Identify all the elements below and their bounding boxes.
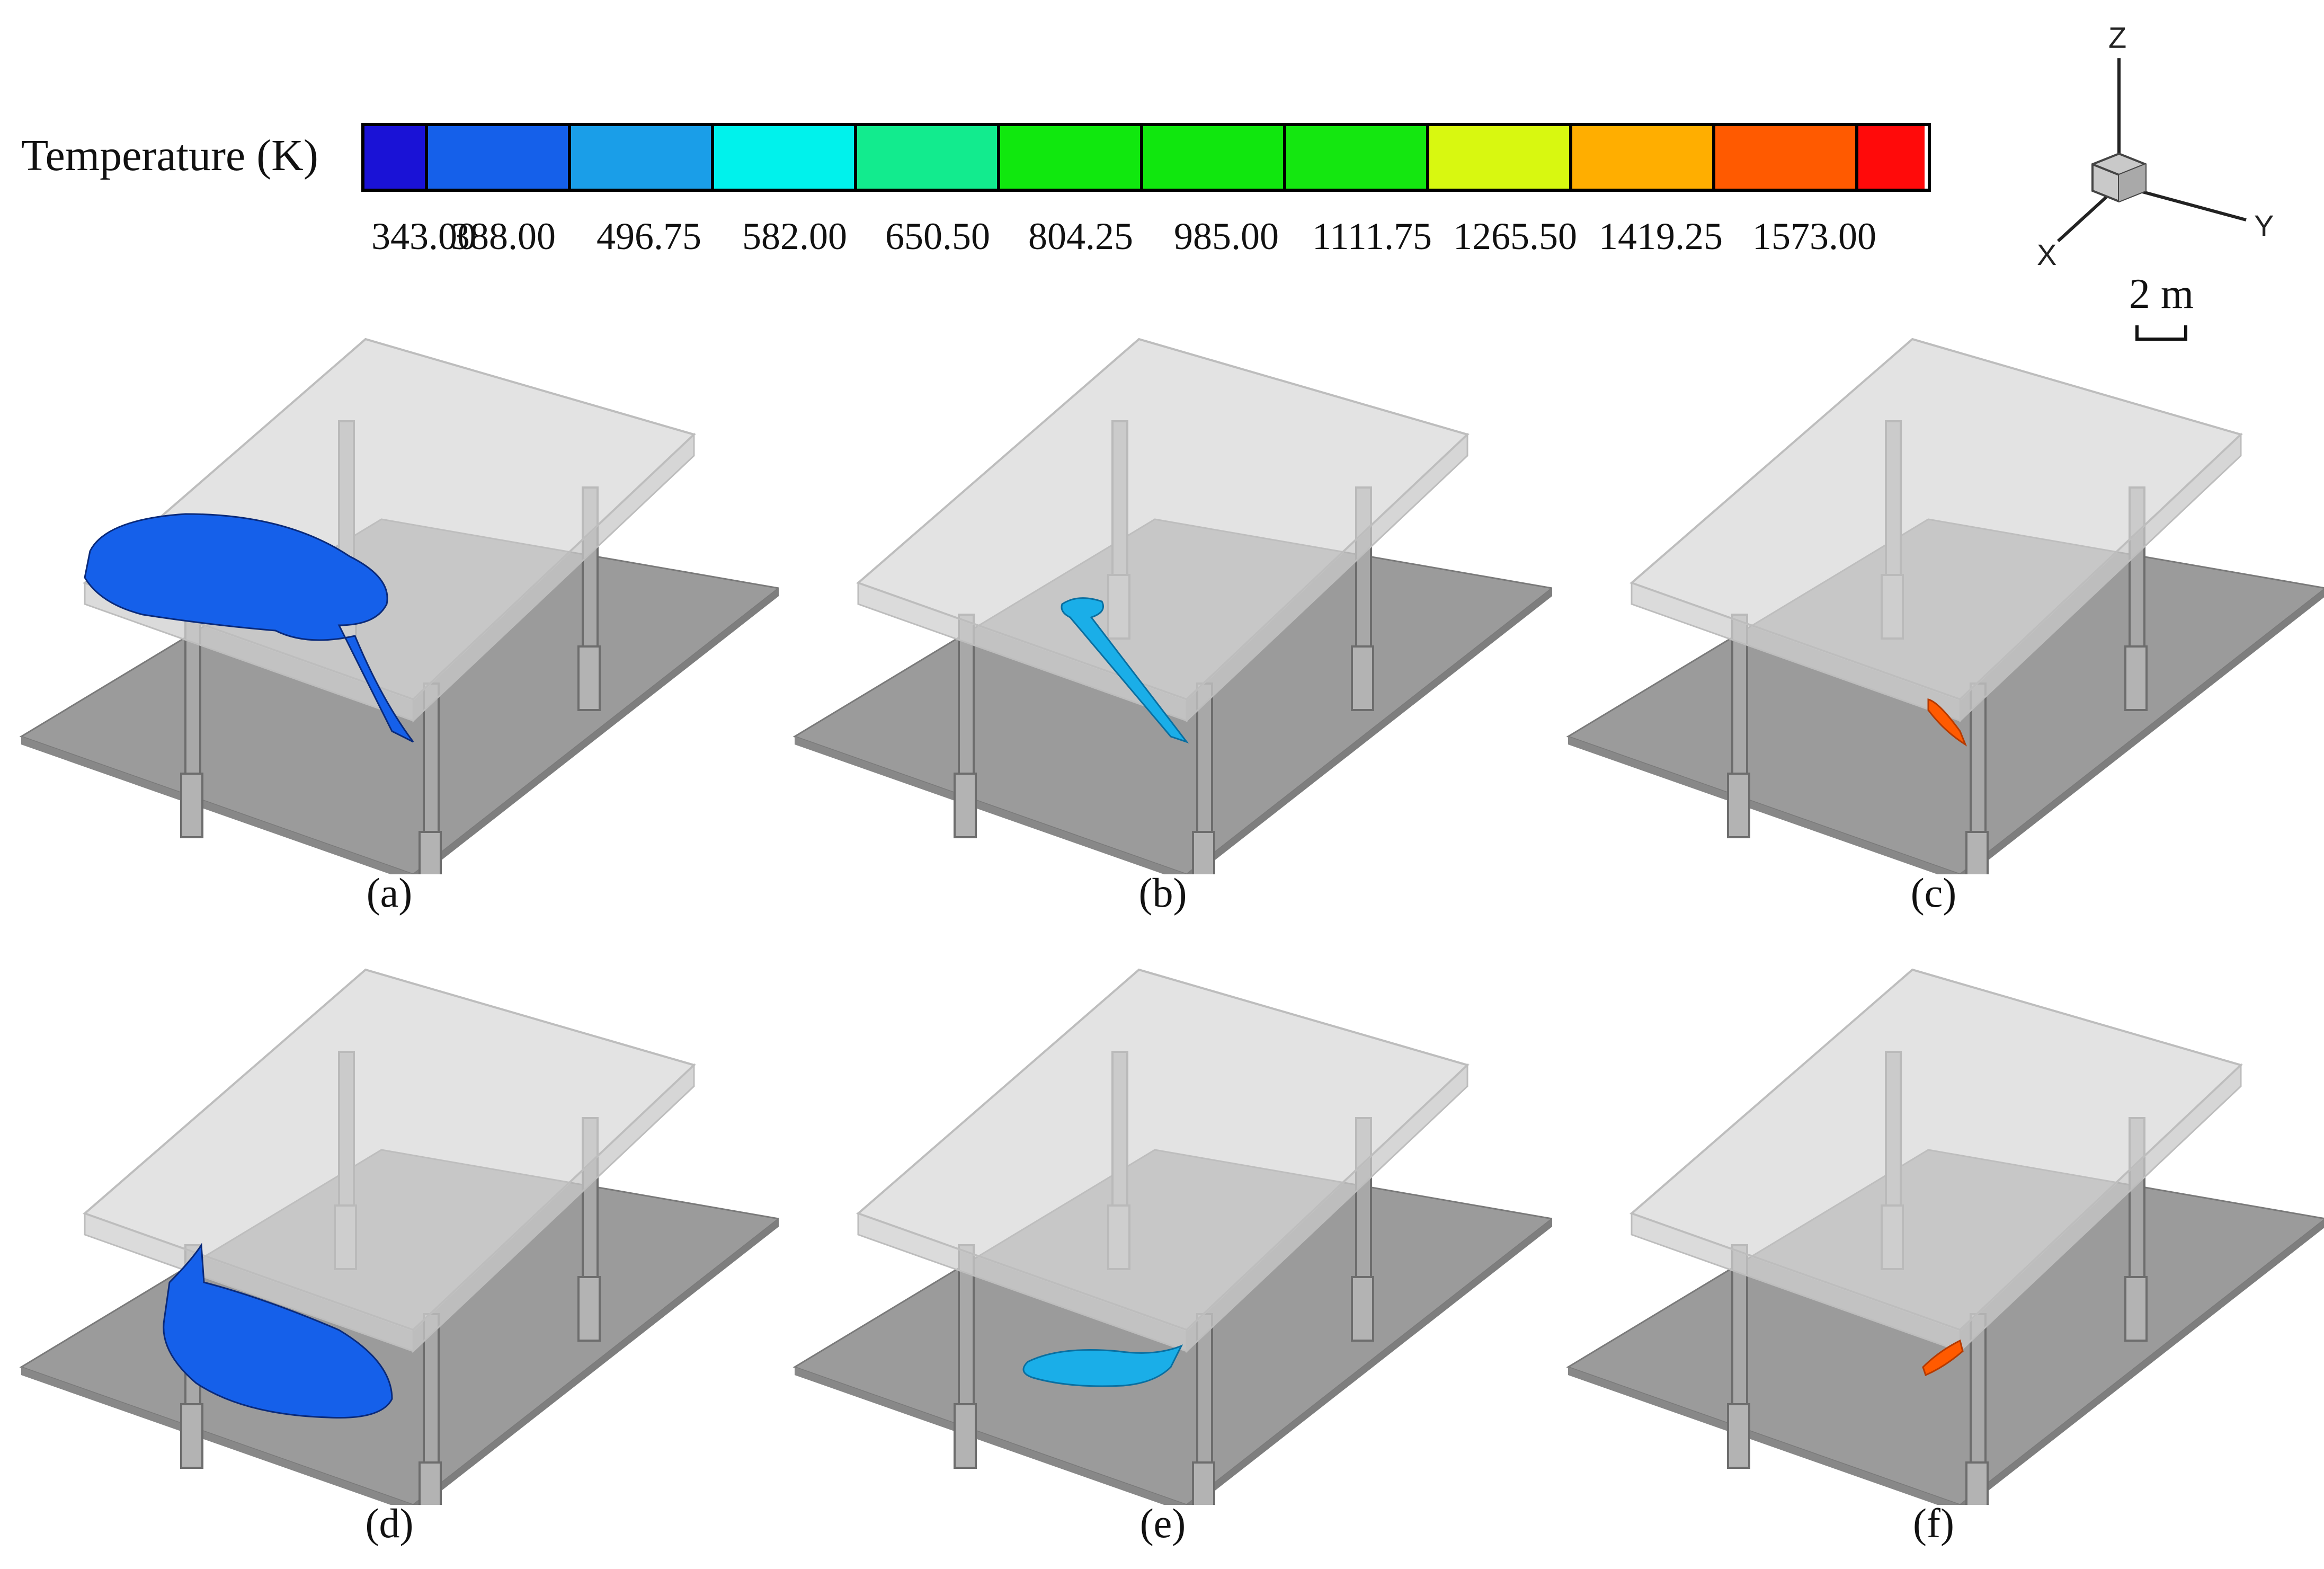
temperature-isosurface [163, 1243, 393, 1419]
scene-drawing [1566, 968, 2324, 1527]
floor-edge [795, 737, 1187, 882]
colorbar-tick-label: 1111.75 [1312, 215, 1432, 258]
temperature-isosurface [1022, 1344, 1183, 1387]
floor-edge [1960, 589, 2324, 882]
colorbar-swatch [714, 126, 857, 189]
scene-drawing [19, 968, 781, 1527]
colorbar-swatch [1858, 126, 1925, 189]
column-base [419, 831, 442, 897]
colorbar-swatch [1715, 126, 1858, 189]
scene-panel [1557, 329, 2324, 897]
column-base [419, 1461, 442, 1527]
column-base [1351, 645, 1374, 711]
column-base [2124, 645, 2148, 711]
floor-edge [21, 737, 413, 882]
colorbar-swatch [857, 126, 1000, 189]
scene-panel [11, 959, 781, 1527]
floor-edge [1187, 588, 1552, 882]
column-base [954, 773, 977, 838]
colorbar-swatch [1429, 126, 1572, 189]
axis-z-label: Z [2108, 21, 2126, 54]
scene-panel [11, 329, 781, 897]
scale-bar: 2 m [2114, 270, 2209, 350]
column-base [954, 1403, 977, 1469]
temperature-isosurface [1922, 1339, 1964, 1377]
column-base [577, 645, 601, 711]
colorbar-tick-label: 343.00 [371, 215, 476, 258]
scene-drawing [793, 338, 1554, 897]
floor-edge [1568, 1367, 1960, 1513]
ceiling-slab-edge [1186, 1063, 1468, 1353]
column-base [1965, 1461, 1989, 1527]
colorbar-tick-label: 1573.00 [1752, 215, 1876, 258]
colorbar-tick-label: 582.00 [742, 215, 847, 258]
scale-bar-line [2135, 325, 2187, 341]
scene-drawing [793, 968, 1554, 1527]
scene-panel [784, 959, 1554, 1527]
column-base [1727, 773, 1750, 838]
temperature-isosurface [1927, 698, 1967, 747]
temperature-isosurface [1061, 597, 1189, 743]
floor-edge [413, 1219, 779, 1513]
colorbar-swatch [1572, 126, 1715, 189]
ceiling-slab-edge [1959, 432, 2242, 723]
ceiling-slab-edge [1186, 432, 1468, 723]
panel-caption: (e) [1139, 1500, 1186, 1546]
colorbar-swatch [1000, 126, 1143, 189]
scale-bar-label: 2 m [2129, 271, 2194, 317]
scene-drawing [19, 338, 781, 897]
floor-edge [21, 1367, 413, 1513]
column-base [180, 1403, 203, 1469]
panel-caption: (d) [365, 1500, 414, 1546]
column-base [1965, 831, 1989, 897]
colorbar-tick-label: 388.00 [451, 215, 556, 258]
column-base [180, 773, 203, 838]
floor-edge [1187, 1219, 1552, 1513]
floor-edge [795, 1367, 1187, 1513]
floor-edge [413, 588, 779, 882]
axis-triad-icon: Z Y X [2037, 21, 2274, 271]
ceiling-slab-edge [412, 432, 695, 723]
legend-title: Temperature (K) [21, 131, 318, 180]
colorbar-tick-label: 1419.25 [1599, 215, 1723, 258]
column-base [1351, 1276, 1374, 1342]
axis-x-label: X [2037, 238, 2056, 271]
panel-caption: (c) [1910, 870, 1957, 916]
colorbar-swatch [571, 126, 714, 189]
scene-panel [784, 329, 1554, 897]
colorbar-swatch [1143, 126, 1286, 189]
column-base [2124, 1276, 2148, 1342]
column-base [1192, 1461, 1215, 1527]
colorbar-tick-label: 496.75 [596, 215, 701, 258]
floor-edge [1960, 1220, 2324, 1513]
floor-edge [1568, 737, 1960, 882]
colorbar-tick-label: 804.25 [1028, 215, 1133, 258]
colorbar-swatch [1286, 126, 1429, 189]
panel-caption: (a) [366, 870, 413, 916]
scene-drawing [1566, 338, 2324, 897]
colorbar-swatch [364, 126, 428, 189]
colorbar-tick-label: 650.50 [885, 215, 990, 258]
panel-caption: (b) [1138, 870, 1187, 916]
scene-panel [1557, 959, 2324, 1527]
colorbar-tick-label: 1265.50 [1453, 215, 1577, 258]
column-base [1727, 1403, 1750, 1469]
column-base [577, 1276, 601, 1342]
ceiling-slab-edge [412, 1063, 695, 1353]
panel-caption: (f) [1913, 1500, 1954, 1546]
column-base [1192, 831, 1215, 897]
colorbar-swatch [428, 126, 571, 189]
colorbar-tick-label: 985.00 [1174, 215, 1279, 258]
temperature-isosurface [84, 513, 414, 743]
temperature-colorbar [361, 123, 1931, 192]
axis-y-label: Y [2254, 209, 2274, 242]
